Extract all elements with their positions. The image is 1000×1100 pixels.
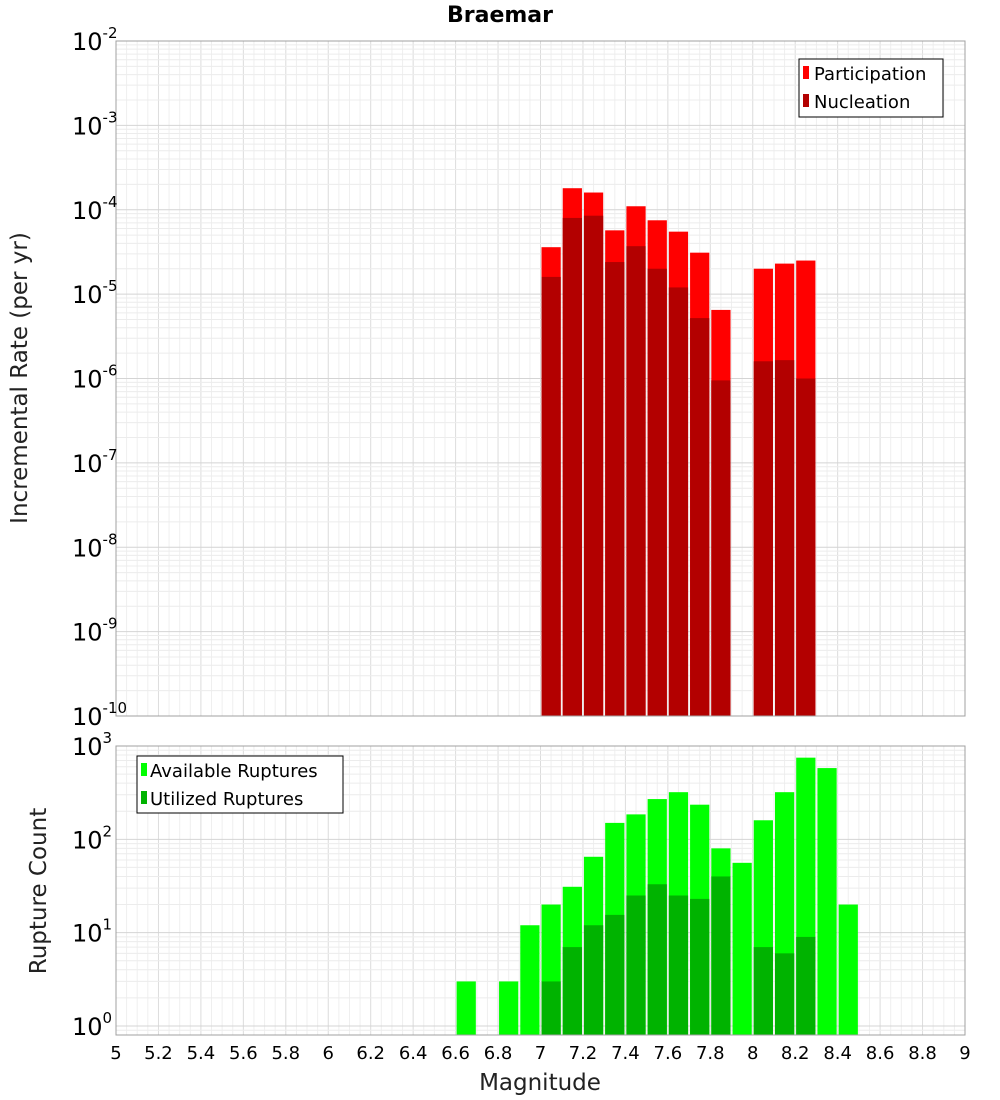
- legend-swatch-participation: [803, 66, 809, 79]
- bar-utilized-ruptures: [668, 895, 689, 1035]
- bottom-plot-border: [115, 745, 966, 1036]
- bar-nucleation: [690, 318, 710, 716]
- top-legend: Participation Nucleation: [798, 58, 944, 118]
- top-y-tick-label: 10-7: [72, 446, 118, 478]
- top-y-tick-label: 10-8: [72, 530, 118, 562]
- bar-available-ruptures: [732, 862, 752, 1035]
- bar-utilized-ruptures: [711, 876, 731, 1035]
- bar-available-ruptures: [520, 925, 540, 1035]
- bar-available-ruptures: [838, 904, 858, 1035]
- top-legend-box: [798, 58, 944, 118]
- bar-nucleation: [711, 380, 731, 716]
- x-tick-label: 8.8: [908, 1043, 937, 1064]
- bar-nucleation: [541, 276, 561, 716]
- x-tick-label: 7: [535, 1043, 546, 1064]
- x-tick-label: 8.2: [781, 1043, 810, 1064]
- bar-utilized-ruptures: [796, 936, 816, 1035]
- bottom-legend-box: [136, 755, 344, 814]
- top-y-tick-label: 10-6: [72, 362, 118, 394]
- bar-utilized-ruptures: [774, 953, 795, 1035]
- bar-nucleation: [562, 217, 582, 716]
- bar-available-ruptures: [499, 981, 519, 1035]
- top-grid: [115, 40, 966, 717]
- top-y-tick-label: 10-10: [72, 699, 127, 731]
- bar-nucleation: [774, 360, 795, 716]
- bottom-y-tick-label: 100: [72, 1009, 112, 1041]
- bar-nucleation: [668, 287, 689, 716]
- bottom-y-tick-label: 101: [72, 916, 112, 948]
- x-tick-label: 8: [747, 1043, 758, 1064]
- top-y-tick-label: 10-5: [72, 277, 118, 309]
- bar-nucleation: [796, 378, 816, 716]
- bar-nucleation: [605, 262, 625, 716]
- legend-label-utilized: Utilized Ruptures: [150, 789, 303, 810]
- bar-nucleation: [626, 246, 646, 716]
- x-tick-label: 5.8: [271, 1043, 300, 1064]
- chart-title: Braemar: [447, 3, 553, 28]
- top-plot-border: [115, 40, 966, 717]
- x-tick-label: 6.2: [356, 1043, 385, 1064]
- legend-swatch-utilized: [141, 791, 147, 804]
- top-panel: 10-2 10-3 10-4 10-5 10-6 10-7 10-8 10-9 10-10 In…: [7, 24, 966, 731]
- bar-available-ruptures: [456, 981, 476, 1035]
- x-axis-label: Magnitude: [479, 1070, 601, 1096]
- top-y-tick-label: 10-4: [72, 193, 118, 225]
- x-tick-label: 5.6: [229, 1043, 258, 1064]
- bottom-bars: [456, 757, 858, 1035]
- x-tick-label: 7.8: [696, 1043, 725, 1064]
- bar-utilized-ruptures: [562, 947, 582, 1035]
- x-tick-label: 7.4: [611, 1043, 640, 1064]
- legend-label-available: Available Ruptures: [150, 761, 318, 782]
- top-bars: [541, 188, 816, 717]
- bottom-y-tick-label: 102: [72, 822, 112, 854]
- bottom-x-ticks: 5 5.2 5.4 5.6 5.8 6 6.2 6.4 6.6 6.8 7 7.2 7.4 7.6 7.8 8…: [110, 1043, 970, 1064]
- x-tick-label: 6: [323, 1043, 334, 1064]
- x-tick-label: 9: [959, 1043, 970, 1064]
- legend-swatch-nucleation: [803, 94, 809, 107]
- bottom-panel: 103 102 101 100 5 5.2 5.4 5.6 5.8 6 6.2 6.4 6.6 6.8 7…: [26, 729, 971, 1096]
- bar-utilized-ruptures: [690, 898, 710, 1035]
- x-tick-label: 8.4: [823, 1043, 852, 1064]
- x-tick-label: 7.6: [654, 1043, 683, 1064]
- legend-label-nucleation: Nucleation: [814, 92, 910, 113]
- top-y-tick-label: 10-9: [72, 615, 118, 647]
- top-y-ticks: 10-2 10-3 10-4 10-5 10-6 10-7 10-8 10-9 10-10: [72, 24, 127, 731]
- bar-available-ruptures: [817, 768, 837, 1035]
- bar-utilized-ruptures: [647, 884, 667, 1035]
- legend-label-participation: Participation: [814, 64, 926, 85]
- top-y-axis-label: Incremental Rate (per yr): [7, 232, 33, 524]
- bar-utilized-ruptures: [753, 947, 773, 1035]
- bottom-y-tick-label: 103: [72, 729, 112, 761]
- x-tick-label: 5.4: [187, 1043, 216, 1064]
- bar-utilized-ruptures: [583, 925, 604, 1035]
- bottom-y-ticks: 103 102 101 100: [72, 729, 112, 1041]
- top-y-tick-label: 10-3: [72, 108, 118, 140]
- top-y-tick-label: 10-2: [72, 24, 118, 56]
- bar-utilized-ruptures: [626, 895, 646, 1035]
- x-tick-label: 6.6: [441, 1043, 470, 1064]
- bar-utilized-ruptures: [541, 981, 561, 1035]
- x-tick-label: 6.8: [484, 1043, 513, 1064]
- bar-utilized-ruptures: [605, 914, 625, 1035]
- bar-nucleation: [583, 215, 604, 717]
- bottom-y-axis-label: Rupture Count: [26, 808, 52, 974]
- x-tick-label: 8.6: [866, 1043, 895, 1064]
- bar-nucleation: [753, 361, 773, 716]
- bar-nucleation: [647, 268, 667, 716]
- x-tick-label: 5.2: [144, 1043, 173, 1064]
- x-tick-label: 6.4: [399, 1043, 428, 1064]
- x-tick-label: 7.2: [569, 1043, 598, 1064]
- bottom-legend: Available Ruptures Utilized Ruptures: [136, 755, 344, 814]
- x-tick-label: 5: [110, 1043, 121, 1064]
- legend-swatch-available: [141, 763, 147, 776]
